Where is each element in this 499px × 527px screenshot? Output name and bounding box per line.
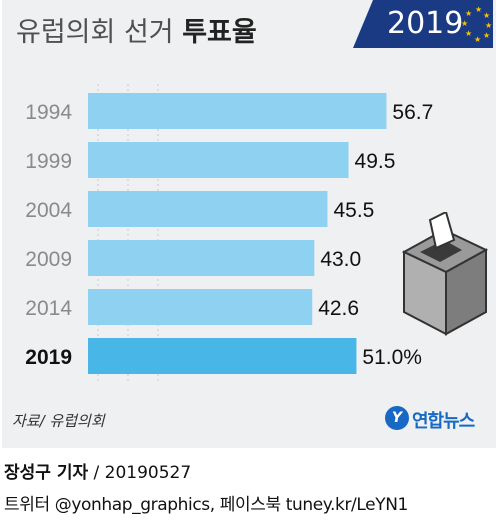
bar-chart: 1994 56.7 1999 49.5 2004 45.5 2009 43.0 2014 42.6…: [25, 84, 433, 384]
category-label-2009: 2009: [25, 248, 72, 271]
yonhap-logo-icon: Y: [385, 406, 409, 430]
value-label-1994: 56.7: [392, 101, 433, 124]
yonhap-logo: Y 연합뉴스: [385, 404, 489, 432]
category-label-2019: 2019: [25, 346, 72, 369]
category-label-1999: 1999: [25, 150, 72, 173]
bar-2004: [88, 191, 328, 227]
yonhap-logo-text: 연합뉴스: [412, 411, 475, 432]
bar-1999: [88, 142, 349, 178]
chart-title: 유럽의회 선거 투표율: [16, 10, 257, 49]
category-label-1994: 1994: [25, 101, 72, 124]
category-label-2004: 2004: [25, 199, 72, 222]
bar-2009: [88, 240, 315, 276]
credit-line: 장성구 기자 / 20190527: [4, 458, 191, 483]
reporter-name: 장성구 기자: [4, 463, 89, 483]
value-label-1999: 49.5: [355, 150, 396, 173]
bar-1994: [88, 93, 387, 129]
value-label-2004: 45.5: [333, 199, 374, 222]
value-label-2019: 51.0%: [362, 346, 422, 369]
title-bold: 투표율: [182, 17, 257, 48]
chart-panel: 유럽의회 선거 투표율 2019 ★ ★ ★ ★ ★ ★ ★ ★ 1994 56.…: [2, 0, 496, 448]
value-label-2009: 43.0: [320, 248, 361, 271]
year-badge: 2019 ★ ★ ★ ★ ★ ★ ★ ★: [353, 0, 493, 48]
social-links: 트위터 @yonhap_graphics, 페이스북 tuney.kr/LeYN…: [4, 495, 408, 515]
source-note: 자료/ 유럽의회: [12, 412, 105, 430]
title-regular: 유럽의회 선거: [16, 17, 183, 48]
bar-2014: [88, 289, 313, 325]
value-label-2014: 42.6: [318, 297, 359, 320]
publish-date: / 20190527: [93, 463, 192, 483]
category-label-2014: 2014: [25, 297, 72, 320]
year-badge-text: 2019: [387, 6, 464, 41]
ballot-box-icon: [401, 212, 489, 336]
bar-2019: [88, 338, 357, 374]
